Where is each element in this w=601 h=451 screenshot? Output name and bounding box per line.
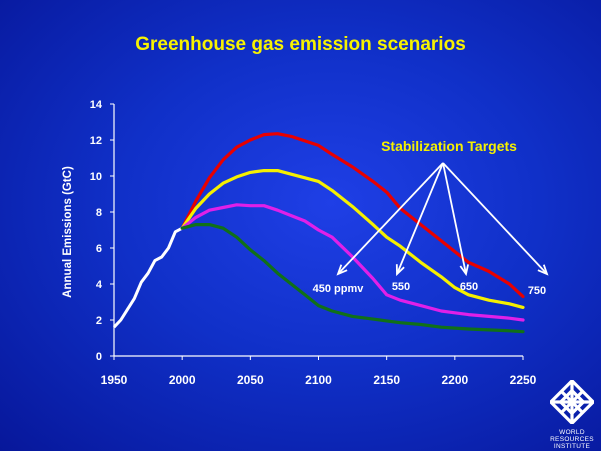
x-tick-label: 2000 bbox=[169, 373, 196, 387]
x-tick-label: 2050 bbox=[237, 373, 264, 387]
annotation-arrowhead bbox=[336, 264, 348, 276]
y-tick-label: 6 bbox=[96, 243, 102, 255]
y-axis-label: Annual Emissions (GtC) bbox=[62, 166, 74, 298]
annotation-arrowhead bbox=[537, 264, 549, 276]
series-line-750 bbox=[180, 132, 525, 299]
annotation-label: 750 bbox=[528, 285, 546, 297]
series-line-650 bbox=[180, 169, 525, 309]
x-tick-label: 2100 bbox=[305, 373, 332, 387]
annotation-label: 450 ppmv bbox=[313, 283, 365, 295]
annotation-arrowhead bbox=[459, 264, 469, 277]
annotation-arrow bbox=[337, 162, 444, 275]
series-line-450 bbox=[180, 223, 525, 334]
annotation-arrow bbox=[396, 162, 444, 275]
x-tick-label: 1950 bbox=[101, 373, 128, 387]
y-tick-label: 12 bbox=[90, 135, 102, 147]
chart-title: Greenhouse gas emission scenarios bbox=[135, 34, 466, 55]
annotation-label: 650 bbox=[460, 281, 478, 293]
y-tick-label: 14 bbox=[90, 99, 103, 111]
wri-logo: WORLD RESOURCES INSTITUTE bbox=[547, 378, 597, 450]
annotation-arrow bbox=[442, 162, 467, 275]
annotation-label: 550 bbox=[392, 281, 410, 293]
wri-logo-icon bbox=[548, 378, 596, 426]
series-line-historical bbox=[112, 226, 183, 329]
y-tick-label: 8 bbox=[96, 207, 102, 219]
x-tick-label: 2200 bbox=[441, 373, 468, 387]
wri-logo-text: WORLD RESOURCES INSTITUTE bbox=[550, 429, 594, 450]
x-tick-label: 2150 bbox=[373, 373, 400, 387]
annotation-arrow bbox=[442, 162, 548, 275]
x-tick-label: 2250 bbox=[510, 373, 537, 387]
y-tick-label: 0 bbox=[96, 351, 102, 363]
y-tick-label: 2 bbox=[96, 315, 102, 327]
annotation-title: Stabilization Targets bbox=[381, 138, 517, 154]
y-tick-label: 4 bbox=[96, 279, 103, 291]
annotation-arrowhead bbox=[395, 264, 405, 277]
series-line-550 bbox=[180, 203, 525, 322]
y-tick-label: 10 bbox=[90, 171, 102, 183]
